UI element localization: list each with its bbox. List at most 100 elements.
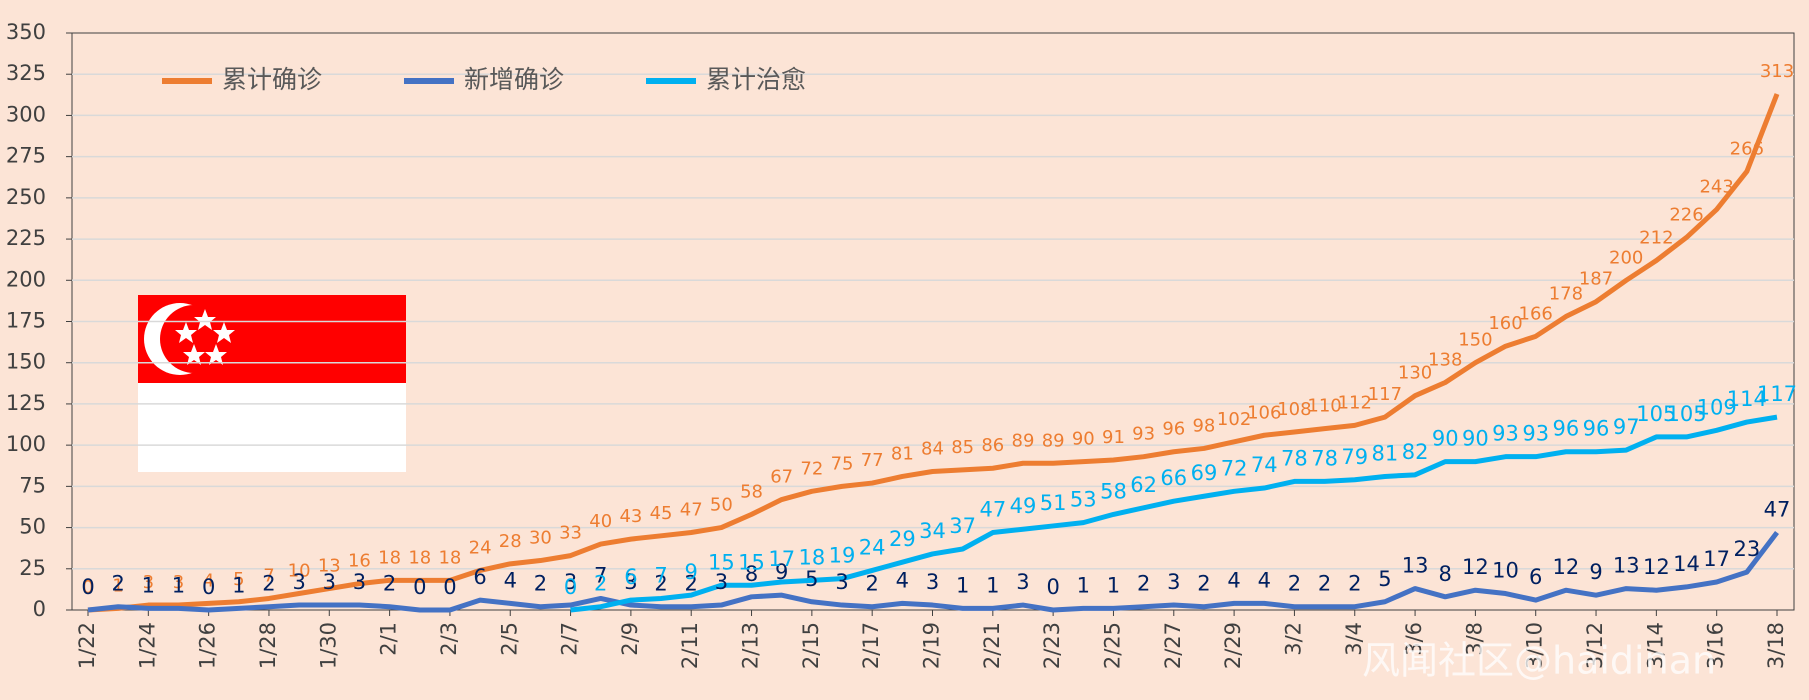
data-label: 1 [956, 573, 969, 597]
data-label: 24 [469, 537, 492, 558]
data-label: 93 [1132, 424, 1155, 445]
data-label: 90 [1462, 427, 1489, 451]
data-label: 84 [921, 439, 944, 460]
data-label: 13 [318, 556, 341, 577]
x-tick-label: 3/2 [1281, 622, 1305, 656]
data-label: 108 [1277, 399, 1311, 420]
data-label: 29 [889, 527, 916, 551]
data-label: 0 [81, 575, 94, 599]
data-label: 9 [1589, 560, 1602, 584]
stars [175, 309, 235, 365]
data-label: 1 [142, 573, 155, 597]
data-label: 93 [1492, 422, 1519, 446]
data-label: 15 [708, 550, 735, 574]
data-label: 90 [1072, 429, 1095, 450]
data-label: 12 [1643, 555, 1670, 579]
data-label: 160 [1488, 313, 1522, 334]
legend-label: 新增确诊 [464, 65, 564, 94]
data-label: 53 [1070, 488, 1097, 512]
data-label: 117 [1757, 382, 1797, 406]
data-label: 24 [859, 535, 886, 559]
data-label: 78 [1311, 446, 1338, 470]
data-label: 105 [1636, 402, 1676, 426]
data-label: 90 [1432, 427, 1459, 451]
data-label: 89 [1012, 430, 1035, 451]
data-label: 17 [768, 547, 795, 571]
data-label: 187 [1579, 269, 1613, 290]
data-label: 51 [1040, 491, 1067, 515]
data-label: 98 [1192, 415, 1215, 436]
data-label: 3 [292, 570, 305, 594]
data-label: 47 [680, 500, 703, 521]
series-line [87, 93, 1780, 613]
data-label: 117 [1368, 384, 1402, 405]
data-label: 96 [1162, 419, 1185, 440]
x-tick-label: 2/13 [739, 622, 763, 669]
data-label: 3 [323, 570, 336, 594]
data-label: 37 [949, 514, 976, 538]
x-tick-label: 1/22 [75, 622, 99, 669]
data-label: 58 [1100, 479, 1127, 503]
data-label: 3 [353, 570, 366, 594]
x-tick-label: 3/16 [1704, 622, 1728, 669]
data-label: 4 [203, 570, 214, 591]
data-label: 16 [348, 551, 371, 572]
x-tick-label: 2/15 [799, 622, 823, 669]
data-label: 109 [1697, 395, 1737, 419]
legend-item: 累计确诊 [162, 65, 322, 94]
flag-white [138, 383, 406, 472]
data-label: 96 [1583, 417, 1610, 441]
data-label: 77 [861, 450, 884, 471]
data-label: 91 [1102, 427, 1125, 448]
data-label: 3 [143, 572, 154, 593]
data-label: 2 [111, 572, 124, 596]
data-label: 81 [891, 443, 914, 464]
data-label: 45 [650, 503, 673, 524]
data-label: 2 [865, 572, 878, 596]
data-label: 166 [1519, 303, 1553, 324]
data-label: 4 [896, 568, 909, 592]
data-label: 12 [1462, 555, 1489, 579]
data-label: 78 [1281, 446, 1308, 470]
data-label: 8 [1439, 562, 1452, 586]
y-tick-label: 150 [6, 350, 46, 374]
x-tick-label: 2/7 [558, 622, 582, 656]
series-line [570, 414, 1778, 613]
legend-label: 累计确诊 [222, 65, 322, 94]
x-tick-label: 2/11 [678, 622, 702, 669]
data-label: 2 [383, 572, 396, 596]
x-tick-label: 2/27 [1161, 622, 1185, 669]
data-label: 2 [262, 572, 275, 596]
x-tick-label: 2/5 [497, 622, 521, 656]
data-label: 3 [1167, 570, 1180, 594]
data-label: 72 [800, 458, 823, 479]
data-label: 3 [624, 570, 637, 594]
y-tick-label: 300 [6, 102, 46, 126]
data-label: 8 [745, 562, 758, 586]
x-tick-label: 1/28 [256, 622, 280, 669]
data-label: 0 [202, 575, 215, 599]
data-label: 18 [798, 545, 825, 569]
data-label: 5 [1378, 567, 1391, 591]
x-tick-label: 2/25 [1100, 622, 1124, 669]
data-label: 4 [504, 568, 517, 592]
data-label: 2 [1318, 572, 1331, 596]
data-label: 1 [1077, 573, 1090, 597]
data-label: 81 [1372, 441, 1399, 465]
x-tick-label: 2/19 [920, 622, 944, 669]
data-label: 2 [534, 572, 547, 596]
data-label: 3 [926, 570, 939, 594]
data-label: 82 [1402, 440, 1429, 464]
data-label: 105 [1666, 402, 1706, 426]
data-label: 313 [1760, 61, 1794, 82]
data-label: 1 [986, 573, 999, 597]
data-label: 0 [564, 575, 577, 599]
data-label: 178 [1549, 284, 1583, 305]
y-tick-label: 175 [6, 309, 46, 333]
data-label: 2 [685, 572, 698, 596]
data-label: 3 [564, 570, 577, 594]
data-label: 7 [594, 563, 607, 587]
x-tick-label: 3/6 [1402, 622, 1426, 656]
y-tick-label: 200 [6, 267, 46, 291]
